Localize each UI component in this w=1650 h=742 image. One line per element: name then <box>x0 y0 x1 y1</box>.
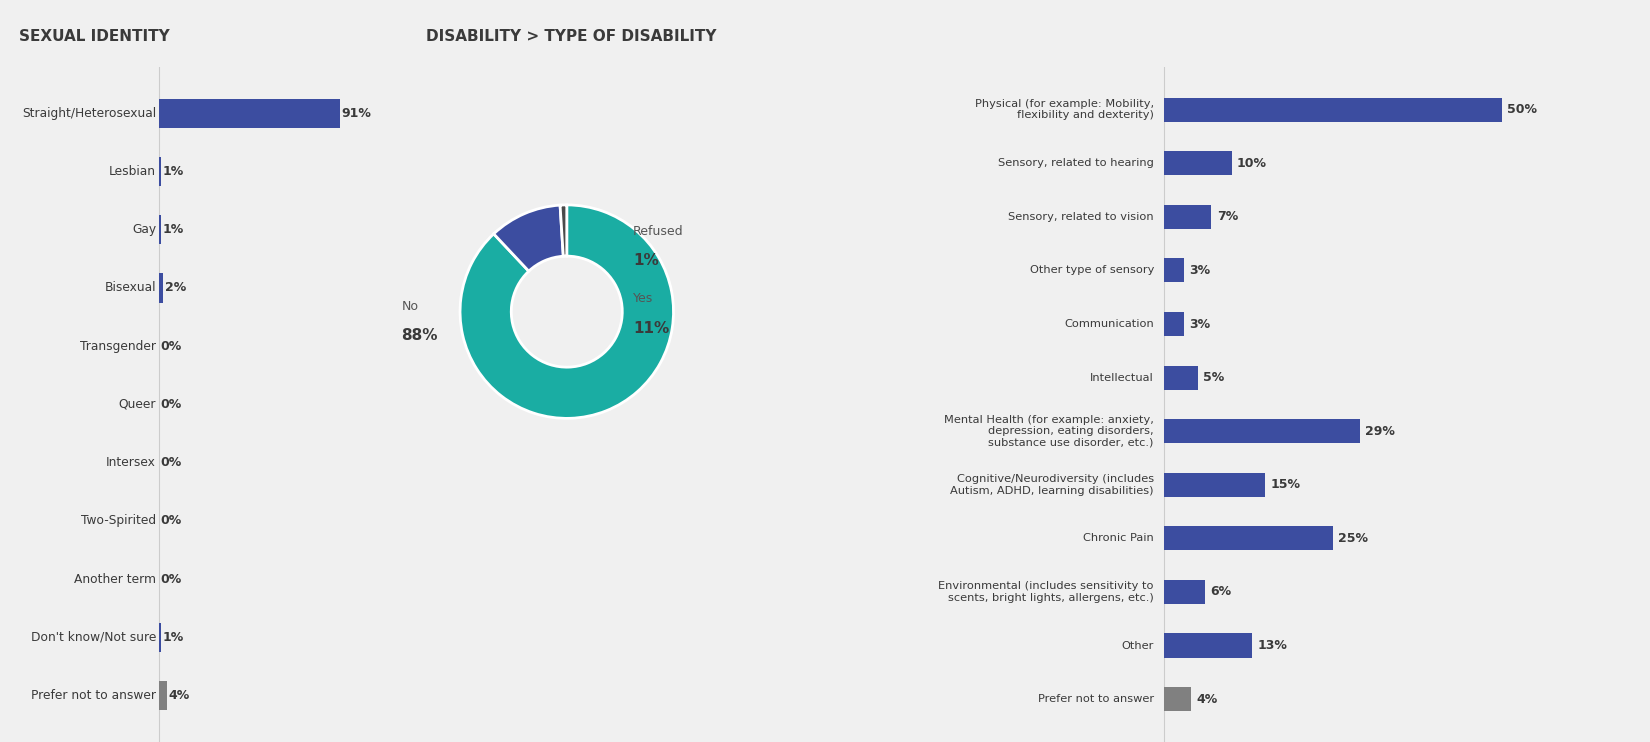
Text: 0%: 0% <box>160 398 182 411</box>
Text: 2%: 2% <box>165 281 186 295</box>
Text: Lesbian: Lesbian <box>109 165 157 178</box>
Text: 0%: 0% <box>160 456 182 469</box>
Text: Intersex: Intersex <box>106 456 157 469</box>
Text: Transgender: Transgender <box>81 340 157 352</box>
Text: 6%: 6% <box>1209 585 1231 599</box>
Bar <box>1163 526 1333 551</box>
Text: 1%: 1% <box>163 165 183 178</box>
Text: Prefer not to answer: Prefer not to answer <box>1038 694 1153 704</box>
Bar <box>1163 258 1185 283</box>
Text: Prefer not to answer: Prefer not to answer <box>31 689 157 702</box>
Text: 5%: 5% <box>1203 371 1224 384</box>
Text: Sensory, related to hearing: Sensory, related to hearing <box>998 158 1153 168</box>
Text: Another term: Another term <box>74 573 157 585</box>
Text: 4%: 4% <box>168 689 190 702</box>
Text: 1%: 1% <box>163 631 183 644</box>
Text: Cognitive/Neurodiversity (includes
Autism, ADHD, learning disabilities): Cognitive/Neurodiversity (includes Autis… <box>950 474 1153 496</box>
Bar <box>158 681 167 710</box>
Text: Queer: Queer <box>119 398 157 411</box>
Text: Gay: Gay <box>132 223 157 236</box>
Text: 10%: 10% <box>1238 157 1267 170</box>
Text: 3%: 3% <box>1190 264 1211 277</box>
Text: 50%: 50% <box>1506 103 1536 116</box>
Bar <box>1163 419 1360 443</box>
Text: 0%: 0% <box>160 573 182 585</box>
Text: Chronic Pain: Chronic Pain <box>1082 533 1153 543</box>
Text: DISABILITY > TYPE OF DISABILITY: DISABILITY > TYPE OF DISABILITY <box>426 29 716 45</box>
Text: Intellectual: Intellectual <box>1091 372 1153 383</box>
Text: 1%: 1% <box>634 253 658 268</box>
Text: Environmental (includes sensitivity to
scents, bright lights, allergens, etc.): Environmental (includes sensitivity to s… <box>939 581 1153 603</box>
Text: Physical (for example: Mobility,
flexibility and dexterity): Physical (for example: Mobility, flexibi… <box>975 99 1153 120</box>
Wedge shape <box>460 205 673 418</box>
Text: Mental Health (for example: anxiety,
depression, eating disorders,
substance use: Mental Health (for example: anxiety, dep… <box>944 415 1153 447</box>
Text: Refused: Refused <box>634 225 683 238</box>
Bar <box>1163 580 1204 604</box>
Bar <box>1163 151 1231 175</box>
Bar <box>158 623 162 651</box>
Text: Straight/Heterosexual: Straight/Heterosexual <box>21 107 157 120</box>
Bar <box>1163 312 1185 336</box>
Bar <box>1163 687 1191 711</box>
Text: 4%: 4% <box>1196 692 1218 706</box>
Text: 88%: 88% <box>401 328 437 343</box>
Text: Sensory, related to vision: Sensory, related to vision <box>1008 211 1153 222</box>
Bar <box>1163 98 1502 122</box>
Text: 7%: 7% <box>1216 210 1238 223</box>
Text: Other: Other <box>1122 640 1153 651</box>
Bar <box>1163 634 1252 657</box>
Text: 91%: 91% <box>342 107 371 120</box>
Bar <box>158 273 163 303</box>
Text: 11%: 11% <box>634 321 670 336</box>
Bar <box>1163 473 1266 497</box>
Bar <box>158 99 340 128</box>
Text: 0%: 0% <box>160 340 182 352</box>
Text: 15%: 15% <box>1270 479 1300 491</box>
Bar <box>1163 205 1211 229</box>
Text: 29%: 29% <box>1365 424 1394 438</box>
Bar <box>158 215 162 244</box>
Text: No: No <box>401 300 419 313</box>
Wedge shape <box>559 205 568 256</box>
Text: Two-Spirited: Two-Spirited <box>81 514 157 528</box>
Text: SEXUAL IDENTITY: SEXUAL IDENTITY <box>20 29 170 45</box>
Text: 0%: 0% <box>160 514 182 528</box>
Text: Communication: Communication <box>1064 319 1153 329</box>
Text: Yes: Yes <box>634 292 653 305</box>
Text: 25%: 25% <box>1338 532 1368 545</box>
Text: Other type of sensory: Other type of sensory <box>1030 266 1153 275</box>
Text: Don't know/Not sure: Don't know/Not sure <box>31 631 157 644</box>
Text: 3%: 3% <box>1190 318 1211 330</box>
Text: 13%: 13% <box>1257 639 1287 652</box>
Bar <box>158 157 162 186</box>
Text: Bisexual: Bisexual <box>104 281 157 295</box>
Bar <box>1163 366 1198 390</box>
Wedge shape <box>493 205 563 271</box>
Text: 1%: 1% <box>163 223 183 236</box>
